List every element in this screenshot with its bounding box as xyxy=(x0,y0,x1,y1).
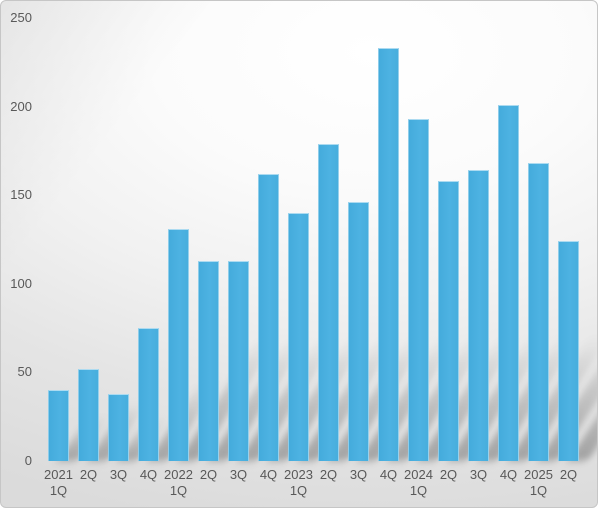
x-tick-label: 2Q xyxy=(192,467,226,483)
bar-2025-1Q xyxy=(528,163,549,461)
x-tick-label-line: 2Q xyxy=(199,467,218,482)
bar-2Q xyxy=(558,241,579,461)
x-tick-label: 2022 1Q xyxy=(162,467,196,499)
bar-3Q xyxy=(228,260,249,461)
x-tick-label-line: 1Q xyxy=(49,483,68,498)
x-tick-label-line: 2Q xyxy=(79,467,98,482)
x-tick-label-line: 2024 xyxy=(404,467,433,482)
bar-2021-1Q xyxy=(48,390,69,461)
x-tick-label-line: 1Q xyxy=(409,483,428,498)
x-tick-label: 2Q xyxy=(312,467,346,483)
x-tick-label: 3Q xyxy=(102,467,136,483)
x-tick-label: 2Q xyxy=(72,467,106,483)
x-tick-label: 3Q xyxy=(462,467,496,483)
x-tick-label-line: 3Q xyxy=(109,467,128,482)
x-tick-label: 2025 1Q xyxy=(522,467,556,499)
bar-2023-1Q xyxy=(288,212,309,461)
bar-4Q xyxy=(258,173,279,461)
x-tick-label: 2021 1Q xyxy=(42,467,76,499)
x-tick-label-line: 2021 xyxy=(44,467,73,482)
x-tick-label: 3Q xyxy=(342,467,376,483)
x-tick-label-line: 2025 xyxy=(524,467,553,482)
y-tick-label: 250 xyxy=(10,10,32,25)
bar-3Q xyxy=(108,393,129,461)
bar-2Q xyxy=(198,260,219,461)
y-tick-label: 0 xyxy=(24,453,32,468)
y-tick-label: 150 xyxy=(10,187,32,203)
x-tick-label-line: 4Q xyxy=(259,467,278,482)
x-tick-label-line: 1Q xyxy=(169,483,188,498)
bar-4Q xyxy=(378,48,399,461)
x-tick-label: 4Q xyxy=(252,467,286,483)
x-tick-label-line: 1Q xyxy=(289,483,308,498)
x-tick-label-line: 3Q xyxy=(229,467,248,482)
x-tick-label: 4Q xyxy=(492,467,526,483)
x-tick-label-line: 2Q xyxy=(559,467,578,482)
x-tick-label: 4Q xyxy=(132,467,166,483)
x-tick-label-line: 2023 xyxy=(284,467,313,482)
x-tick-label-line: 2Q xyxy=(439,467,458,482)
bar-2Q xyxy=(318,143,339,461)
x-tick-label-line: 3Q xyxy=(349,467,368,482)
bar-4Q xyxy=(498,104,519,461)
x-tick-label: 3Q xyxy=(222,467,256,483)
x-tick-label-line: 3Q xyxy=(469,467,488,482)
x-tick-label-line: 4Q xyxy=(499,467,518,482)
bar-2Q xyxy=(78,368,99,461)
x-tick-label: 2Q xyxy=(432,467,466,483)
bar-3Q xyxy=(348,202,369,461)
x-tick-label-line: 1Q xyxy=(529,483,548,498)
x-tick-label: 2Q xyxy=(552,467,586,483)
y-tick-label: 50 xyxy=(17,364,32,380)
x-tick-label-line: 2Q xyxy=(319,467,338,482)
x-tick-label: 2023 1Q xyxy=(282,467,316,499)
bar-3Q xyxy=(468,170,489,461)
x-tick-label: 2024 1Q xyxy=(402,467,436,499)
x-tick-label-line: 4Q xyxy=(139,467,158,482)
bar-2022-1Q xyxy=(168,228,189,461)
bar-2Q xyxy=(438,181,459,461)
x-tick-label-line: 4Q xyxy=(379,467,398,482)
bar-2024-1Q xyxy=(408,119,429,461)
bar-4Q xyxy=(138,328,159,461)
y-tick-label: 100 xyxy=(10,275,32,291)
y-tick-label: 200 xyxy=(10,98,32,114)
x-tick-label: 4Q xyxy=(372,467,406,483)
x-tick-label-line: 2022 xyxy=(164,467,193,482)
